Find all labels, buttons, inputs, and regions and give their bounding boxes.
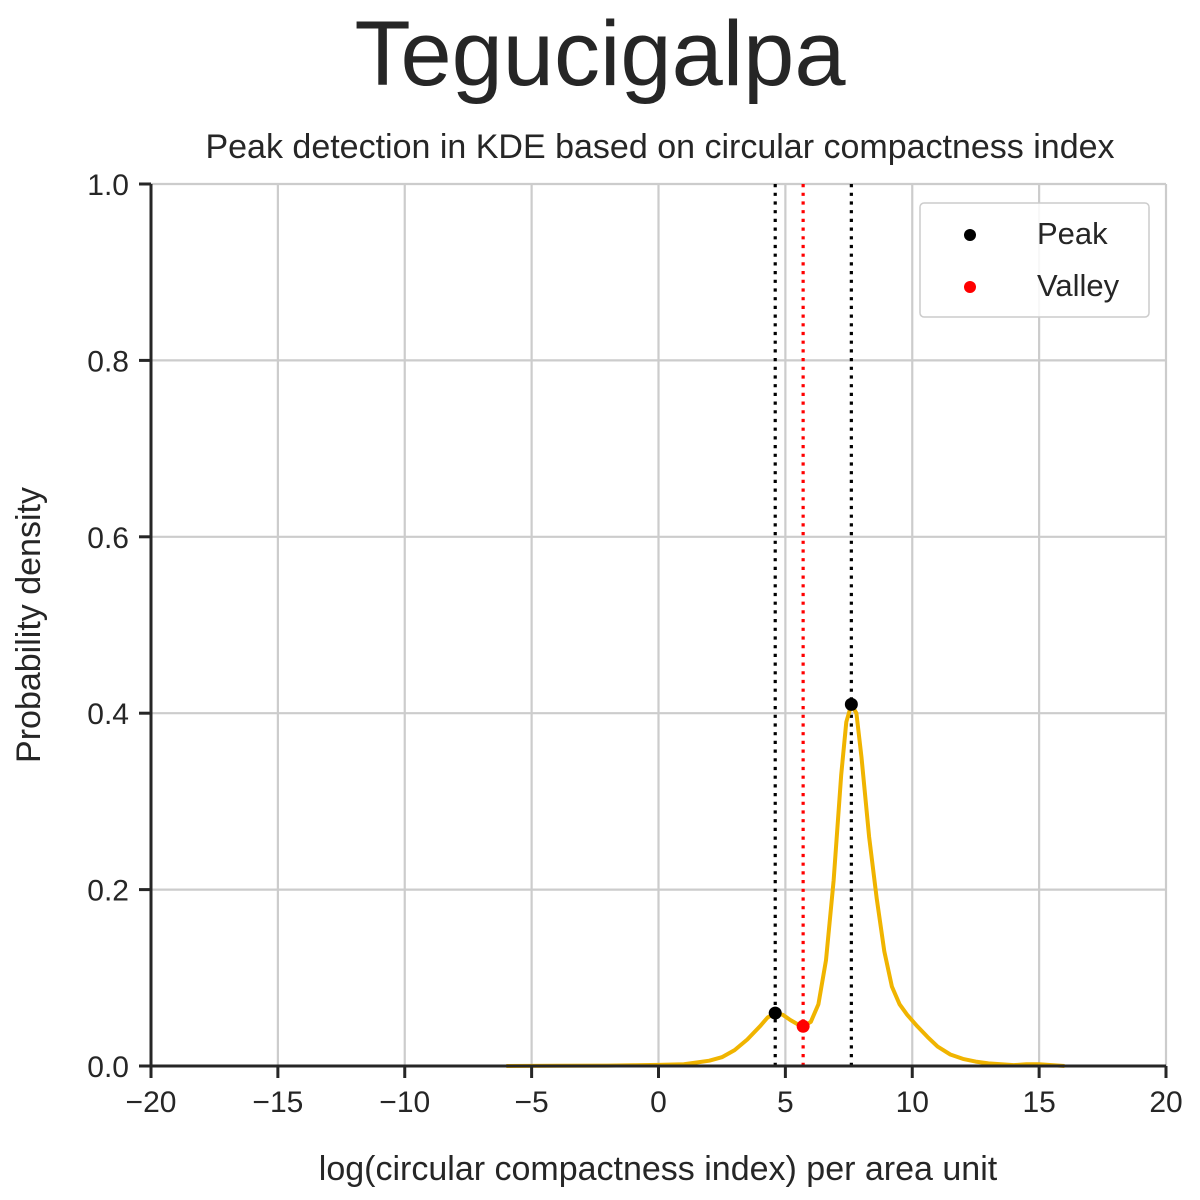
y-tick-label: 0.0 [87, 1051, 129, 1084]
peak-point [768, 1006, 782, 1020]
y-tick-label: 0.2 [87, 875, 129, 908]
x-tick-label: −20 [126, 1086, 177, 1119]
valley-point [796, 1019, 810, 1033]
legend-peak-label: Peak [1037, 216, 1108, 251]
legend: Peak Valley [919, 202, 1150, 318]
x-tick-label: 20 [1149, 1086, 1182, 1119]
x-tick-label: −15 [252, 1086, 303, 1119]
y-tick-label: 1.0 [87, 169, 129, 202]
x-tick-label: 10 [896, 1086, 929, 1119]
y-tick-label: 0.6 [87, 522, 129, 555]
legend-valley-label: Valley [1037, 268, 1120, 303]
ticks: −20 −15 −10 −5 0 5 10 15 20 0.0 0.2 0.4 0.6 0.8 1.0 [87, 169, 1182, 1119]
y-tick-label: 0.8 [87, 345, 129, 378]
x-axis-label: log(circular compactness index) per area… [319, 1150, 998, 1188]
series [506, 702, 1065, 1068]
markers [768, 697, 858, 1033]
peak-point [844, 697, 858, 711]
y-tick-label: 0.4 [87, 698, 129, 731]
x-tick-label: 15 [1022, 1086, 1055, 1119]
y-axis-label: Probability density [10, 487, 48, 763]
figure-title: Tegucigalpa [354, 3, 846, 105]
grid [149, 182, 1168, 1068]
legend-valley-marker [964, 281, 976, 293]
legend-frame [919, 202, 1150, 318]
chart-title: Peak detection in KDE based on circular … [205, 128, 1114, 166]
x-tick-label: 0 [650, 1086, 667, 1119]
kde-line [506, 702, 1065, 1068]
legend-peak-marker [964, 229, 976, 241]
x-tick-label: 5 [777, 1086, 794, 1119]
x-tick-label: −10 [379, 1086, 430, 1119]
x-tick-label: −5 [515, 1086, 549, 1119]
